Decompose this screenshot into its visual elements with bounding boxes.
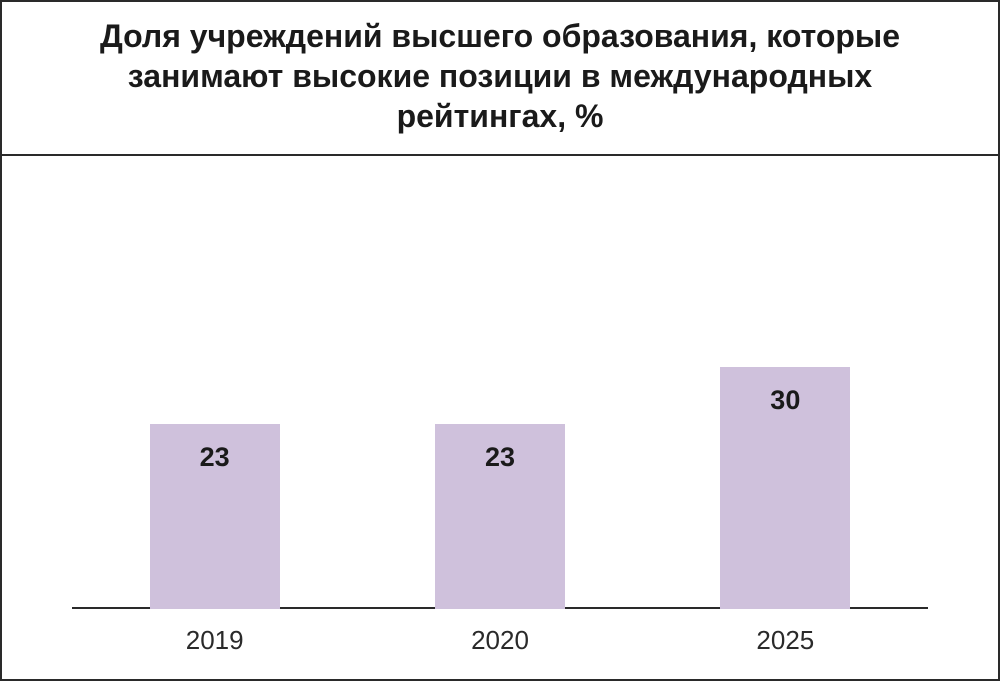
chart-body: 23 2019 23 2020 30 2025 <box>2 156 998 679</box>
bar-value-label: 23 <box>435 442 565 473</box>
title-cell: Доля учреждений высшего образования, кот… <box>2 2 998 156</box>
chart-title: Доля учреждений высшего образования, кот… <box>42 16 958 136</box>
bar-value-label: 30 <box>720 385 850 416</box>
x-tick-label: 2025 <box>705 625 865 656</box>
x-tick-label: 2020 <box>420 625 580 656</box>
plot-area: 232019232020302025 <box>72 206 928 609</box>
x-tick-label: 2019 <box>135 625 295 656</box>
chart-frame: Доля учреждений высшего образования, кот… <box>0 0 1000 681</box>
bar-value-label: 23 <box>150 442 280 473</box>
bar: 30 <box>720 367 850 609</box>
bar: 23 <box>150 424 280 609</box>
bar: 23 <box>435 424 565 609</box>
